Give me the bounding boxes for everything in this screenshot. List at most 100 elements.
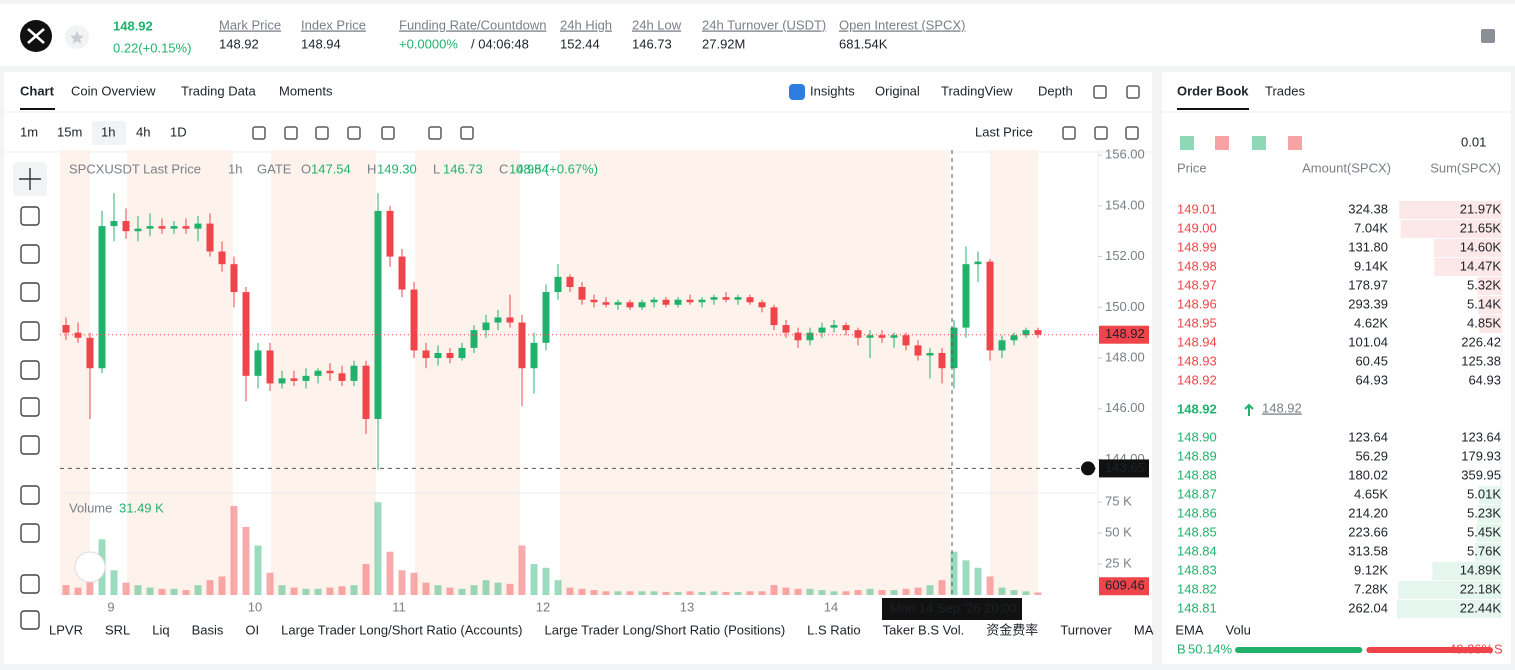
volume-bar bbox=[326, 587, 334, 595]
indicator[interactable]: Taker B.S Vol. bbox=[883, 622, 965, 637]
volume-bar bbox=[578, 588, 586, 595]
indicator[interactable]: LPVR bbox=[49, 622, 83, 637]
drawing-tool[interactable] bbox=[20, 206, 40, 226]
toolbar-icon[interactable] bbox=[1062, 126, 1076, 140]
interval[interactable]: 1m bbox=[20, 124, 38, 139]
drawing-tool[interactable] bbox=[20, 282, 40, 302]
candle-body bbox=[122, 221, 130, 232]
drawing-tool[interactable] bbox=[20, 360, 40, 380]
volume-bar bbox=[422, 582, 430, 595]
interval[interactable]: 1h bbox=[101, 124, 115, 139]
candle-body bbox=[1022, 330, 1030, 336]
drawing-tool[interactable] bbox=[20, 485, 40, 505]
stat-label: Funding Rate/Countdown bbox=[399, 17, 546, 32]
ob-underline bbox=[1177, 108, 1249, 110]
indicator[interactable]: Volu bbox=[1226, 622, 1251, 637]
view-tab[interactable]: Original bbox=[875, 83, 920, 98]
volume-title: Volume bbox=[69, 500, 112, 515]
ob-view[interactable] bbox=[1288, 136, 1302, 150]
drawing-tool[interactable] bbox=[20, 321, 40, 341]
toolbar-icon[interactable] bbox=[284, 126, 298, 140]
chart-tab[interactable]: Trading Data bbox=[181, 83, 256, 98]
indicator[interactable]: Large Trader Long/Short Ratio (Positions… bbox=[545, 622, 786, 637]
volume-bar bbox=[842, 591, 850, 595]
drawing-tool[interactable] bbox=[20, 244, 40, 264]
ob-price: 148.82 bbox=[1177, 581, 1217, 596]
candle-body bbox=[770, 307, 778, 326]
volume-bar bbox=[170, 588, 178, 595]
candle-body bbox=[518, 322, 526, 369]
indicator[interactable]: Large Trader Long/Short Ratio (Accounts) bbox=[281, 622, 522, 637]
depth-bar bbox=[1478, 486, 1502, 504]
interval[interactable]: 4h bbox=[136, 124, 150, 139]
ob-amount: 223.66 bbox=[1348, 524, 1388, 539]
ob-amount: 123.64 bbox=[1348, 429, 1388, 444]
ob-view[interactable] bbox=[1252, 136, 1266, 150]
ob-price: 148.81 bbox=[1177, 600, 1217, 615]
chart-tab[interactable]: Coin Overview bbox=[71, 83, 156, 98]
ob-precision[interactable]: 0.01 bbox=[1461, 134, 1486, 149]
indicator[interactable]: Turnover bbox=[1060, 622, 1112, 637]
depth-bar bbox=[1479, 315, 1502, 333]
indicator[interactable]: MA bbox=[1134, 622, 1154, 637]
view-tab[interactable]: Depth bbox=[1038, 83, 1073, 98]
indicator[interactable]: EMA bbox=[1175, 622, 1204, 637]
chart-tab[interactable]: Moments bbox=[279, 83, 333, 98]
coin-logo-mark bbox=[27, 28, 45, 44]
toolbar-icon[interactable] bbox=[460, 126, 474, 140]
candle-body bbox=[494, 317, 502, 323]
candle-body bbox=[302, 375, 310, 381]
drawing-tool[interactable] bbox=[20, 435, 40, 455]
volume-bar bbox=[806, 588, 814, 595]
ob-view[interactable] bbox=[1215, 136, 1229, 150]
crosshair-add[interactable] bbox=[1081, 461, 1095, 476]
volume-bar bbox=[614, 591, 622, 595]
indicator[interactable]: OI bbox=[245, 622, 259, 637]
toolbar-icon[interactable] bbox=[1094, 126, 1108, 140]
x-tick-label: 12 bbox=[536, 599, 550, 614]
toolbar-icon[interactable] bbox=[1093, 85, 1107, 99]
ob-amount: 178.97 bbox=[1348, 277, 1388, 292]
toolbar-icon[interactable] bbox=[381, 126, 395, 140]
last-price-tag bbox=[1099, 325, 1149, 344]
indicator[interactable]: Basis bbox=[192, 622, 224, 637]
ohlc-value: 147.54 bbox=[311, 161, 351, 176]
indicator[interactable]: L.S Ratio bbox=[807, 622, 860, 637]
drawing-tool[interactable] bbox=[20, 397, 40, 417]
indicator[interactable]: 资金费率 bbox=[986, 622, 1038, 637]
crosshair-tag bbox=[1099, 459, 1149, 478]
volume-bar bbox=[986, 576, 994, 595]
toolbar-icon[interactable] bbox=[428, 126, 442, 140]
candle-body bbox=[326, 370, 334, 374]
toolbar-icon[interactable] bbox=[252, 126, 266, 140]
volume-bar bbox=[290, 587, 298, 595]
ob-tab[interactable]: Trades bbox=[1265, 83, 1305, 98]
ob-view[interactable] bbox=[1180, 136, 1194, 150]
volume-bar bbox=[722, 591, 730, 595]
candle-body bbox=[266, 350, 274, 384]
interval[interactable]: 15m bbox=[57, 124, 82, 139]
view-tab[interactable]: Insights bbox=[810, 83, 855, 98]
volume-bar bbox=[794, 588, 802, 595]
candle-body bbox=[434, 352, 442, 359]
toolbar-icon[interactable] bbox=[347, 126, 361, 140]
drawing-tool[interactable] bbox=[20, 610, 40, 630]
chart-tab[interactable]: Chart bbox=[20, 83, 55, 98]
price-type[interactable]: Last Price bbox=[975, 124, 1033, 139]
drawing-tool[interactable] bbox=[20, 523, 40, 543]
stat-value: 27.92M bbox=[702, 36, 745, 51]
candle-body bbox=[722, 297, 730, 300]
drawing-tool[interactable] bbox=[20, 574, 40, 594]
tab-underline bbox=[20, 108, 55, 110]
candle-body bbox=[590, 299, 598, 303]
indicator[interactable]: Liq bbox=[152, 622, 169, 637]
candle-body bbox=[746, 297, 754, 303]
indicator[interactable]: SRL bbox=[105, 622, 130, 637]
toolbar-icon[interactable] bbox=[1125, 126, 1139, 140]
ob-amount: 262.04 bbox=[1348, 600, 1388, 615]
toolbar-icon[interactable] bbox=[315, 126, 329, 140]
interval[interactable]: 1D bbox=[170, 124, 187, 139]
toolbar-icon[interactable] bbox=[1126, 85, 1140, 99]
menu-icon[interactable] bbox=[1481, 29, 1495, 43]
view-tab[interactable]: TradingView bbox=[941, 83, 1013, 98]
